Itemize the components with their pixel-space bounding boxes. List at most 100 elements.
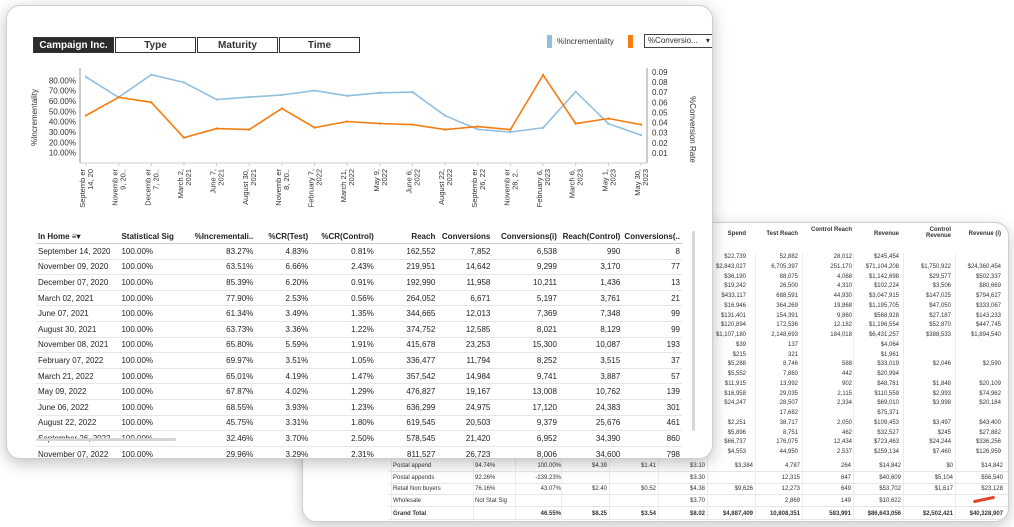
x-tick-label: March 21,2022 [339,169,356,202]
background-table-cell: $3.10 [689,463,705,469]
background-table-cell: 172,536 [776,322,798,329]
table-cell: 6,671 [437,290,493,307]
table-row[interactable]: May 09, 2022 100.00% 67.87% 4.02% 1.29% 476,8… [36,383,682,400]
table-cell: 100.00% [119,290,182,307]
background-table-cell: 9,860 [836,312,852,319]
table-row[interactable]: August 30, 2021 100.00% 63.73% 3.36% 1.22% 37… [36,321,682,338]
series-point [411,90,414,94]
table-cell: November 08, 2021 [36,337,120,354]
table-row[interactable]: November 09, 2020 100.00% 63.51% 6.66% 2.43%… [36,259,682,276]
table-cell: 25,676 [558,415,623,432]
background-table-cell: $33,019 [877,361,899,368]
grand-total-cell: $3.54 [640,511,656,517]
background-table-cell: 4,068 [836,273,852,280]
background-table-cell: $29,577 [929,273,951,280]
column-header[interactable]: In Home ≡▾ [36,229,120,244]
measure-dropdown[interactable]: %Conversio... ▾ [643,34,712,48]
table-cell: 100.00% [119,446,182,458]
vertical-scrollbar[interactable] [692,231,695,431]
table-cell: 139 [622,383,682,400]
table-cell: 37 [622,352,682,369]
tab-type[interactable]: Type [115,37,196,53]
table-cell: 10,087 [558,337,623,354]
line-chart: 80.00% 70.00%60.00%50.00% 40.00%30.00%20.0… [30,68,697,208]
background-table-cell: $39 [735,341,746,348]
column-header[interactable]: Statistical Sig [119,229,182,244]
table-cell: August 30, 2021 [36,321,120,338]
background-table-cell: 44,950 [779,449,798,455]
table-cell: 3.70% [255,430,311,447]
series-point [607,122,610,125]
table-row[interactable]: September 14, 2020 100.00% 83.27% 4.83% 0.81… [36,243,682,260]
table-cell: 19,167 [437,383,493,400]
background-table-cell: 647 [840,474,851,481]
x-tick-label: Novemb er8, 20.. [274,169,291,206]
row-divider [388,482,1008,484]
column-header[interactable]: Conversions(.. [622,229,682,244]
grand-total-cell: 46.55% [540,511,561,517]
column-header[interactable]: Conversions(i) [492,229,559,244]
series-point [280,107,284,110]
table-cell: February 07, 2022 [36,352,120,369]
background-table-cell: 17,682 [779,410,798,416]
column-header[interactable]: %CR(Control) [310,229,376,244]
series-point [541,126,545,130]
background-table-cell: Wholesale [393,497,422,504]
table-cell: June 07, 2021 [36,305,120,322]
table-cell: 8,129 [558,321,623,338]
table-cell: 65.01% [181,368,256,385]
table-row[interactable]: June 06, 2022 100.00% 68.55% 3.93% 1.23% 636,… [36,399,682,416]
table-row[interactable]: November 07, 2022 100.00% 29.96% 3.29% 2.31%… [36,446,682,458]
table-cell: 4.02% [255,383,311,400]
column-header[interactable]: %Incrementali.. [181,229,256,244]
column-header[interactable]: Conversions [437,229,493,244]
table-row[interactable]: August 22, 2022 100.00% 45.75% 3.31% 1.80% 61… [36,415,682,432]
tab-campaign-inc[interactable]: Campaign Inc. [33,37,114,53]
background-table-cell: $568,928 [873,312,899,319]
tab-maturity[interactable]: Maturity [197,37,278,53]
background-table-cell: $4.38 [689,486,705,492]
background-table-cell: $53,702 [879,486,901,492]
left-tick-label: 60.00% [49,97,76,106]
background-table-cell: $5,552 [727,371,746,377]
background-table-cell: $74,962 [979,390,1001,397]
background-table-cell: $1,750,922 [920,263,951,270]
table-row[interactable]: March 02, 2021 100.00% 77.90% 2.53% 0.56% 264… [36,290,682,307]
series-point [313,126,316,129]
column-header[interactable]: Reach [375,229,438,244]
background-table-cell: $36,190 [724,273,746,280]
tab-time[interactable]: Time [279,37,360,53]
horizontal-scrollbar[interactable] [36,438,176,441]
background-table-cell: $1,894,540 [970,332,1001,338]
background-table-cell: $5,896 [727,429,746,436]
table-cell: 162,552 [375,243,438,260]
table-cell: 264,052 [375,290,438,307]
table-cell: May 09, 2022 [36,383,120,400]
table-row[interactable]: June 07, 2021 100.00% 61.34% 3.49% 1.35% 344,… [36,305,682,322]
table-row[interactable]: December 07, 2020 100.00% 85.39% 6.20% 0.91%… [36,274,682,291]
column-header[interactable]: Reach(Control) [558,229,623,244]
right-tick-label: 0.05 [652,108,668,117]
column-divider [802,253,803,521]
table-cell: September 14, 2020 [36,243,120,260]
table-cell: 860 [622,430,682,447]
table-cell: 619,545 [375,415,438,432]
table-cell: 301 [622,399,682,416]
series-point [150,101,153,104]
table-row[interactable]: September 26, 2022100.00%32.46%3.70%2.50… [36,430,682,447]
background-table-cell: $215 [732,351,746,358]
table-row[interactable]: March 21, 2022 100.00% 65.01% 4.19% 1.47% 357… [36,368,682,385]
table-cell: 10,211 [492,274,559,291]
table-cell: 8,252 [492,352,559,369]
column-header[interactable]: %CR(Test) [255,229,311,244]
background-table-cell: $2,590 [982,361,1001,368]
series-point [443,128,447,131]
table-cell: 57 [622,368,682,385]
right-tick-label: 0.06 [652,98,668,107]
table-row[interactable]: November 08, 2021 100.00% 65.80% 5.59% 1.91%… [36,337,682,354]
table-row[interactable]: February 07, 2022 100.00% 69.97% 3.51% 1.05%… [36,352,682,369]
series-point [509,128,512,131]
table-cell: 23,253 [437,337,493,354]
table-cell: 9,379 [492,415,559,432]
table-cell: 0.56% [310,290,376,307]
